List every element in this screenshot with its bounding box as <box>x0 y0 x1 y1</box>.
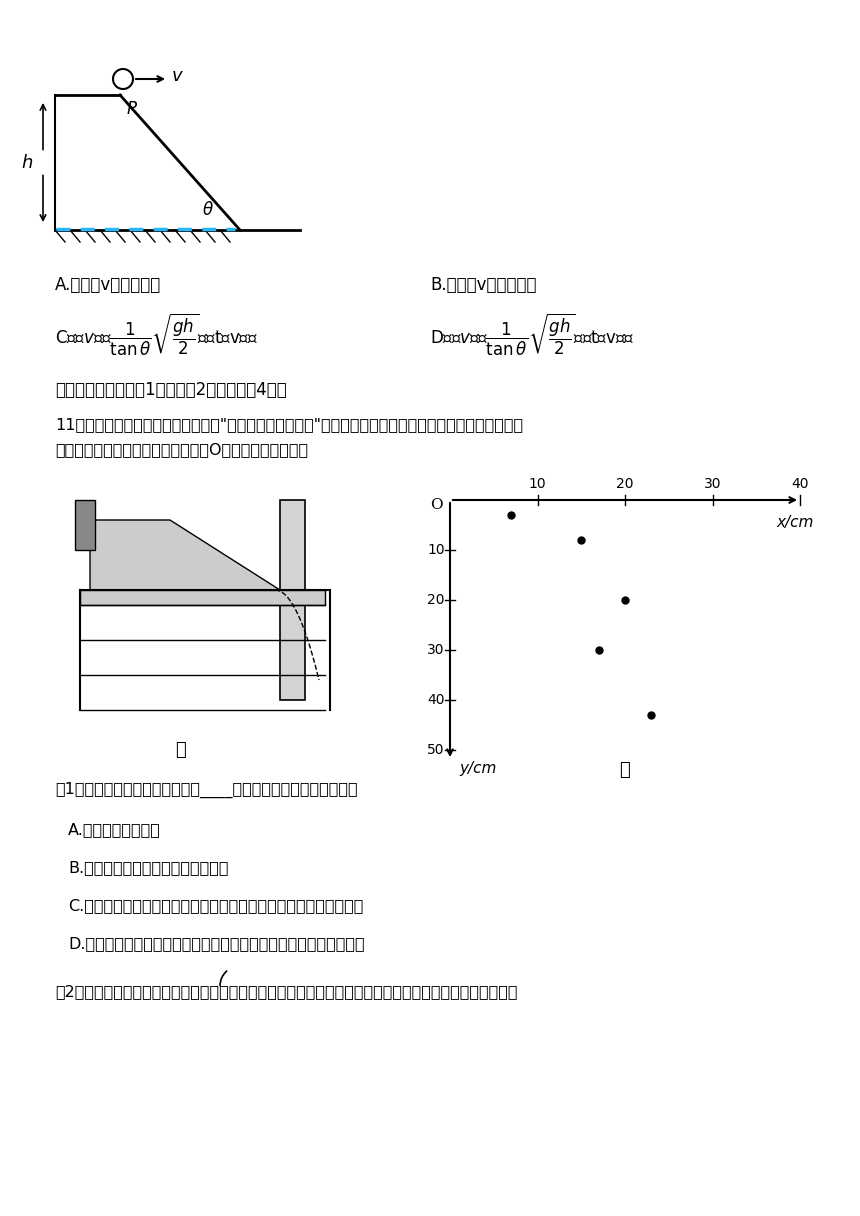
Text: y/cm: y/cm <box>459 760 497 776</box>
Text: 10: 10 <box>427 544 445 557</box>
Text: 乙: 乙 <box>619 761 630 779</box>
Text: $v$: $v$ <box>171 67 184 85</box>
Text: （1）实验中，下列说法正确的是____（填选项前面的字母代号）。: （1）实验中，下列说法正确的是____（填选项前面的字母代号）。 <box>55 782 358 798</box>
Text: 30: 30 <box>703 477 722 491</box>
Text: $h$: $h$ <box>21 153 33 171</box>
Bar <box>80 590 325 606</box>
Text: $\theta$: $\theta$ <box>202 201 214 219</box>
Bar <box>280 500 305 700</box>
Text: A.可能与v的大小有关: A.可能与v的大小有关 <box>55 276 162 294</box>
Text: C．当$v$大于$\dfrac{1}{\tan\theta}\sqrt{\dfrac{gh}{2}}$时，t与v有关: C．当$v$大于$\dfrac{1}{\tan\theta}\sqrt{\dfr… <box>55 313 258 358</box>
Text: O: O <box>430 499 442 512</box>
Text: 20: 20 <box>617 477 634 491</box>
Text: D．当$v$小于$\dfrac{1}{\tan\theta}\sqrt{\dfrac{gh}{2}}$时，t与v有关: D．当$v$小于$\dfrac{1}{\tan\theta}\sqrt{\dfr… <box>430 313 634 358</box>
Text: 20: 20 <box>427 593 445 607</box>
Text: 50: 50 <box>427 743 445 758</box>
Text: 10: 10 <box>529 477 546 491</box>
Text: 40: 40 <box>791 477 808 491</box>
Text: D.为了减小误差，应使小球每次都从斜槽上不同位置由静止开始滑下: D.为了减小误差，应使小球每次都从斜槽上不同位置由静止开始滑下 <box>68 936 365 951</box>
Text: x/cm: x/cm <box>777 514 814 529</box>
Text: 甲: 甲 <box>175 741 186 759</box>
Text: （2）从图乙中可以看出，某一点的位置有明显的错误，产生错误的原因可能是该次实验中，小球从斜槽上滚: （2）从图乙中可以看出，某一点的位置有明显的错误，产生错误的原因可能是该次实验中… <box>55 985 518 1000</box>
Text: 11、某同学利用图甲所示的装置在做"研究平抛物体的运动"的实验时，让小球多次从斜槽上滚下，在坐标纸: 11、某同学利用图甲所示的装置在做"研究平抛物体的运动"的实验时，让小球多次从斜… <box>55 417 523 433</box>
Polygon shape <box>90 520 280 590</box>
Text: 上依次记下小球的位置如图乙所示（O为小球的抛出点）。: 上依次记下小球的位置如图乙所示（O为小球的抛出点）。 <box>55 443 308 457</box>
Text: B.斜槽轨道末端的切线必须调至水平: B.斜槽轨道末端的切线必须调至水平 <box>68 861 229 876</box>
Text: B.一定与v的大小无关: B.一定与v的大小无关 <box>430 276 537 294</box>
Text: 40: 40 <box>427 693 445 706</box>
Text: $P$: $P$ <box>126 101 138 118</box>
Text: 30: 30 <box>427 643 445 657</box>
Text: A.斜槽轨道必须光滑: A.斜槽轨道必须光滑 <box>68 822 161 838</box>
Bar <box>75 500 95 550</box>
Text: 二、实验题（本题共1小题，共2分。每题吁4分）: 二、实验题（本题共1小题，共2分。每题吁4分） <box>55 381 286 399</box>
Text: C.要使描出的轨迹更好地反映真实运动情况，记录的点应适当多一些: C.要使描出的轨迹更好地反映真实运动情况，记录的点应适当多一些 <box>68 899 364 913</box>
